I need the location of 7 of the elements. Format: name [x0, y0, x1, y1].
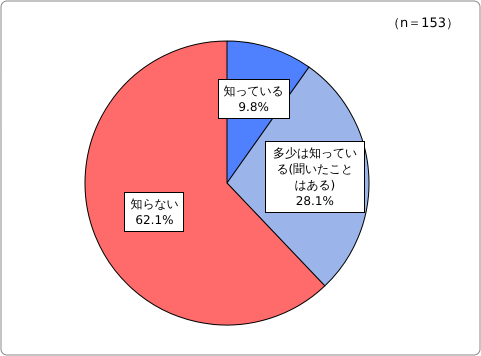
data-label: 9.8% [237, 99, 270, 116]
text: （n＝153） [386, 15, 459, 32]
slice-label: 知らない [130, 196, 178, 212]
data-label: 62.1% [134, 212, 175, 228]
data-label: 28.1% [294, 192, 335, 209]
slice-label: 多少は知っている(聞いたことはある) [272, 144, 358, 193]
slice-label: 知っている [224, 83, 284, 100]
